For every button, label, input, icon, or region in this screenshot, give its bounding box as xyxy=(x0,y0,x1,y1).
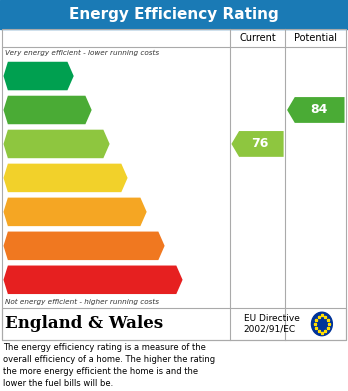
Text: Potential: Potential xyxy=(294,33,337,43)
Text: (81-91): (81-91) xyxy=(11,107,37,113)
Bar xyxy=(0,0,348,29)
Text: The energy efficiency rating is a measure of the
overall efficiency of a home. T: The energy efficiency rating is a measur… xyxy=(3,343,216,388)
Polygon shape xyxy=(231,131,284,157)
Text: England & Wales: England & Wales xyxy=(5,316,163,332)
Text: (92-100): (92-100) xyxy=(11,73,42,79)
Text: Current: Current xyxy=(239,33,276,43)
Text: F: F xyxy=(152,239,161,253)
Text: (21-38): (21-38) xyxy=(11,242,37,249)
Text: C: C xyxy=(96,137,107,151)
Polygon shape xyxy=(287,97,345,123)
Circle shape xyxy=(311,312,332,335)
Text: (55-68): (55-68) xyxy=(11,175,37,181)
Text: 76: 76 xyxy=(252,138,269,151)
Polygon shape xyxy=(3,96,92,124)
Bar xyxy=(2,29,346,340)
Text: Not energy efficient - higher running costs: Not energy efficient - higher running co… xyxy=(5,299,159,305)
Text: (39-54): (39-54) xyxy=(11,209,37,215)
Text: Very energy efficient - lower running costs: Very energy efficient - lower running co… xyxy=(5,50,159,56)
Text: G: G xyxy=(169,273,180,287)
Text: E: E xyxy=(134,205,143,219)
Text: 84: 84 xyxy=(310,104,327,117)
Text: B: B xyxy=(78,103,89,117)
Polygon shape xyxy=(3,62,74,90)
Text: (69-80): (69-80) xyxy=(11,141,37,147)
Text: D: D xyxy=(114,171,125,185)
Text: Energy Efficiency Rating: Energy Efficiency Rating xyxy=(69,7,279,22)
Text: EU Directive
2002/91/EC: EU Directive 2002/91/EC xyxy=(244,314,300,334)
Polygon shape xyxy=(3,197,147,226)
Polygon shape xyxy=(3,231,165,260)
Polygon shape xyxy=(3,164,128,192)
Polygon shape xyxy=(3,265,183,294)
Text: (1-20): (1-20) xyxy=(11,276,33,283)
Polygon shape xyxy=(3,130,110,158)
Bar xyxy=(2,308,346,340)
Text: A: A xyxy=(60,69,71,83)
